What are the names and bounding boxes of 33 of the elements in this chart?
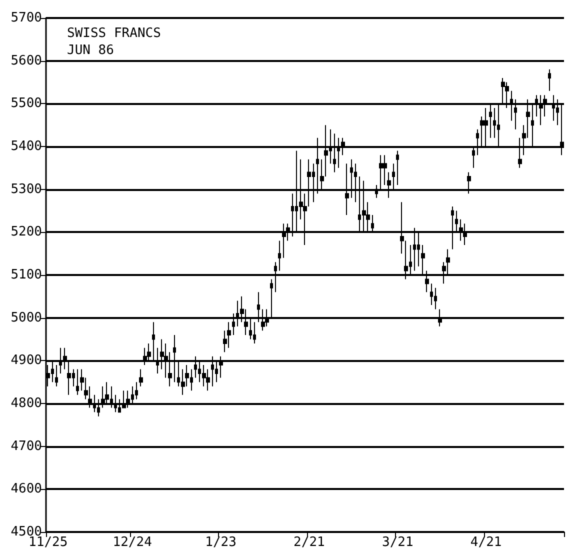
text: SWISS FRANCS: [67, 26, 161, 41]
candlestick: [76, 368, 79, 396]
x-tick-label: 3/21: [382, 535, 414, 550]
y-tick-label: 5200: [10, 224, 42, 240]
candlestick: [434, 287, 437, 310]
y-tick-label: 4900: [10, 353, 42, 368]
x-tick-label: 4/21: [470, 535, 502, 550]
candlestick: [206, 368, 210, 392]
candlestick: [278, 240, 281, 272]
candlestick: [548, 68, 551, 92]
candlestick: [202, 364, 206, 387]
y-tick-label: 4700: [10, 438, 42, 454]
y-tick-label: 5300: [10, 182, 42, 197]
candlestick: [55, 364, 58, 387]
candlestick: [253, 322, 256, 344]
y-tick-label: 5100: [10, 268, 42, 282]
candlestick: [227, 322, 231, 348]
text: JUN 86: [67, 43, 114, 58]
y-tick-label: 5600: [10, 53, 42, 68]
candlestick: [383, 154, 387, 186]
candlestick: [135, 382, 138, 400]
y-tick-label: 4800: [10, 396, 42, 411]
x-tick-label: 1/23: [205, 535, 236, 550]
y-tick-label: 5700: [10, 10, 42, 26]
x-tick-label: 2/21: [294, 535, 325, 550]
y-tick-label: 5500: [10, 96, 42, 112]
x-tick-label: 12/24: [112, 535, 152, 550]
candlestick: [139, 368, 143, 387]
y-tick-label: 4600: [10, 482, 42, 497]
y-tick-label: 5000: [10, 310, 42, 326]
y-tick-label: 5400: [10, 139, 42, 154]
candlestick: [396, 150, 399, 186]
candlestick: [430, 283, 433, 306]
